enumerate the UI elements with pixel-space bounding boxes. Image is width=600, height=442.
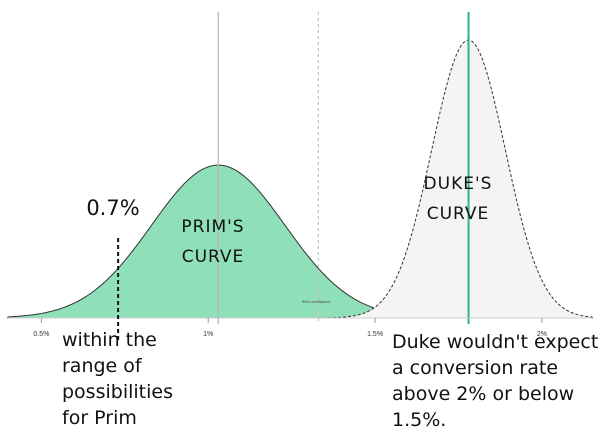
reference-lines	[217, 12, 470, 324]
x-tick-label-2: 1%	[203, 331, 213, 338]
x-tick-label-1: 0.5%	[33, 331, 49, 338]
left-note-line-2: range of	[62, 355, 143, 377]
left-note-line-4: for Prim	[62, 407, 137, 429]
distribution-areas	[7, 39, 593, 319]
duke-curve-label-line-2: CURVE	[427, 204, 490, 224]
left-note-line-1: within the	[62, 329, 157, 351]
left-note-line-3: possibilities	[62, 381, 173, 403]
x-tick-label-4: 2%	[537, 331, 547, 338]
x-axis-ticks: 0.5% 1% 1.5% 2%	[33, 318, 547, 338]
confidence-label: 95% confidence	[302, 299, 331, 304]
x-tick-label-3: 1.5%	[367, 331, 383, 338]
duke-curve-label-line-1: DUKE'S	[424, 174, 493, 194]
right-note-line-1: Duke wouldn't expect	[392, 331, 598, 353]
marker-value-label: 0.7%	[86, 196, 139, 220]
prim-curve-label-line-2: CURVE	[182, 247, 245, 267]
right-note-line-4: 1.5%.	[392, 409, 446, 431]
right-note-line-2: a conversion rate	[392, 357, 558, 379]
right-note-line-3: above 2% or below	[392, 383, 574, 405]
prim-curve-label-line-1: PRIM'S	[181, 217, 244, 237]
